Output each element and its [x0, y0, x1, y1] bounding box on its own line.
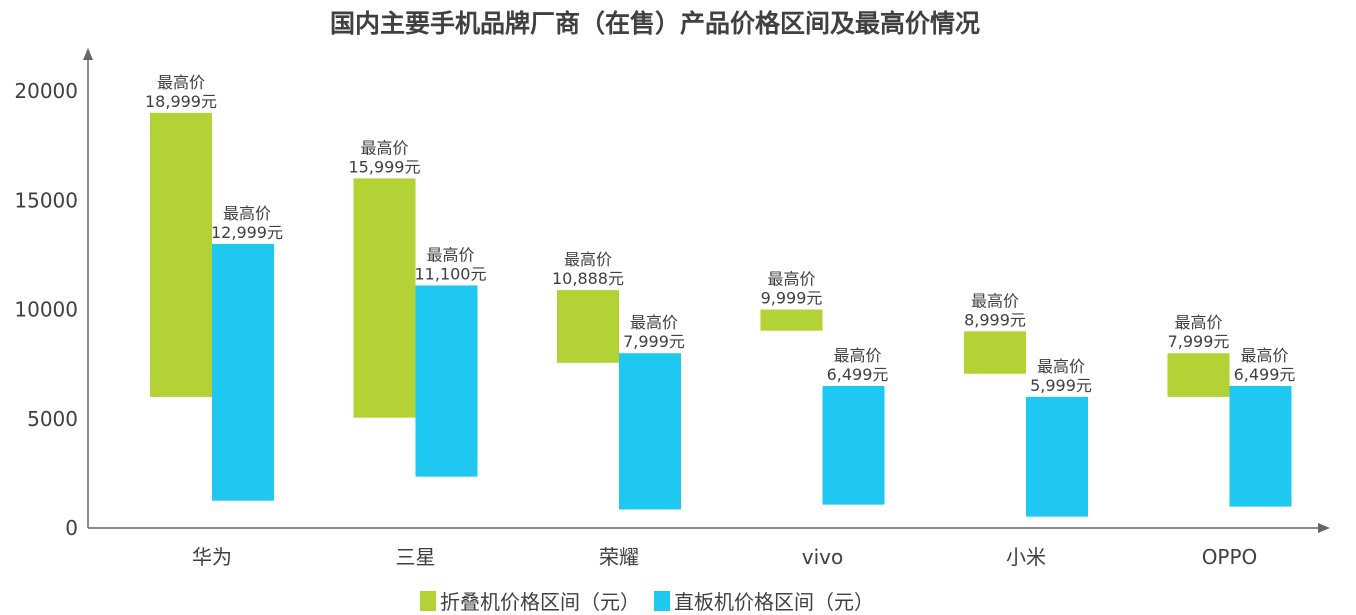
bar-straight [822, 385, 885, 505]
x-tick-label: 三星 [396, 545, 436, 569]
y-tick-label: 0 [65, 516, 78, 540]
legend: 折叠机价格区间（元） 直板机价格区间（元） [420, 586, 874, 615]
y-tick-label: 20000 [14, 79, 78, 103]
x-tick-label: vivo [802, 545, 843, 569]
bar-fold [557, 290, 619, 363]
bar-straight [619, 353, 681, 510]
data-label-title: 最高价 [157, 73, 205, 92]
x-tick-label: 小米 [1006, 545, 1046, 569]
y-tick-label: 5000 [27, 407, 78, 431]
data-label-value: 12,999元 [211, 223, 283, 242]
bar-fold [964, 331, 1026, 374]
bar-fold [1167, 353, 1230, 397]
data-label-value: 7,999元 [1168, 332, 1230, 351]
x-tick-label: 华为 [192, 545, 232, 569]
data-label-title: 最高价 [1037, 357, 1085, 376]
legend-swatch-fold [420, 590, 436, 611]
legend-swatch-bar [654, 590, 670, 611]
bar-fold [353, 178, 416, 418]
data-label-value: 6,499元 [1234, 365, 1296, 384]
data-label-title: 最高价 [426, 245, 474, 264]
data-label-title: 最高价 [1174, 313, 1222, 332]
data-label-title: 最高价 [630, 313, 678, 332]
data-label-title: 最高价 [223, 204, 271, 223]
data-label-value: 10,888元 [552, 269, 624, 288]
data-label-title: 最高价 [767, 270, 815, 289]
data-label-title: 最高价 [564, 250, 612, 269]
bar-straight [1026, 396, 1088, 517]
data-label-title: 最高价 [360, 138, 408, 157]
y-tick-label: 15000 [14, 188, 78, 212]
legend-label-fold: 折叠机价格区间（元） [440, 590, 640, 614]
data-label-value: 7,999元 [623, 332, 685, 351]
x-tick-label: 荣耀 [599, 545, 639, 569]
y-axis-arrow [83, 48, 93, 60]
data-label-value: 6,499元 [827, 365, 889, 384]
data-label-title: 最高价 [833, 346, 881, 365]
data-label-value: 9,999元 [761, 289, 823, 308]
x-axis-arrow [1318, 523, 1330, 533]
bar-straight [1229, 385, 1292, 507]
data-label-title: 最高价 [1240, 346, 1288, 365]
data-label-value: 11,100元 [415, 264, 487, 283]
y-tick-label: 10000 [14, 298, 78, 322]
chart-title: 国内主要手机品牌厂商（在售）产品价格区间及最高价情况 [329, 9, 980, 38]
data-label-title: 最高价 [971, 291, 1019, 310]
data-label-value: 15,999元 [349, 157, 421, 176]
bar-straight [415, 285, 478, 477]
data-label-value: 8,999元 [964, 310, 1026, 329]
data-label-value: 18,999元 [145, 92, 217, 111]
legend-label-bar: 直板机价格区间（元） [674, 590, 874, 614]
bar-fold [760, 309, 823, 331]
data-label-value: 5,999元 [1030, 376, 1092, 395]
x-tick-label: OPPO [1202, 545, 1258, 569]
bar-straight [212, 243, 274, 501]
bar-fold [150, 112, 212, 397]
